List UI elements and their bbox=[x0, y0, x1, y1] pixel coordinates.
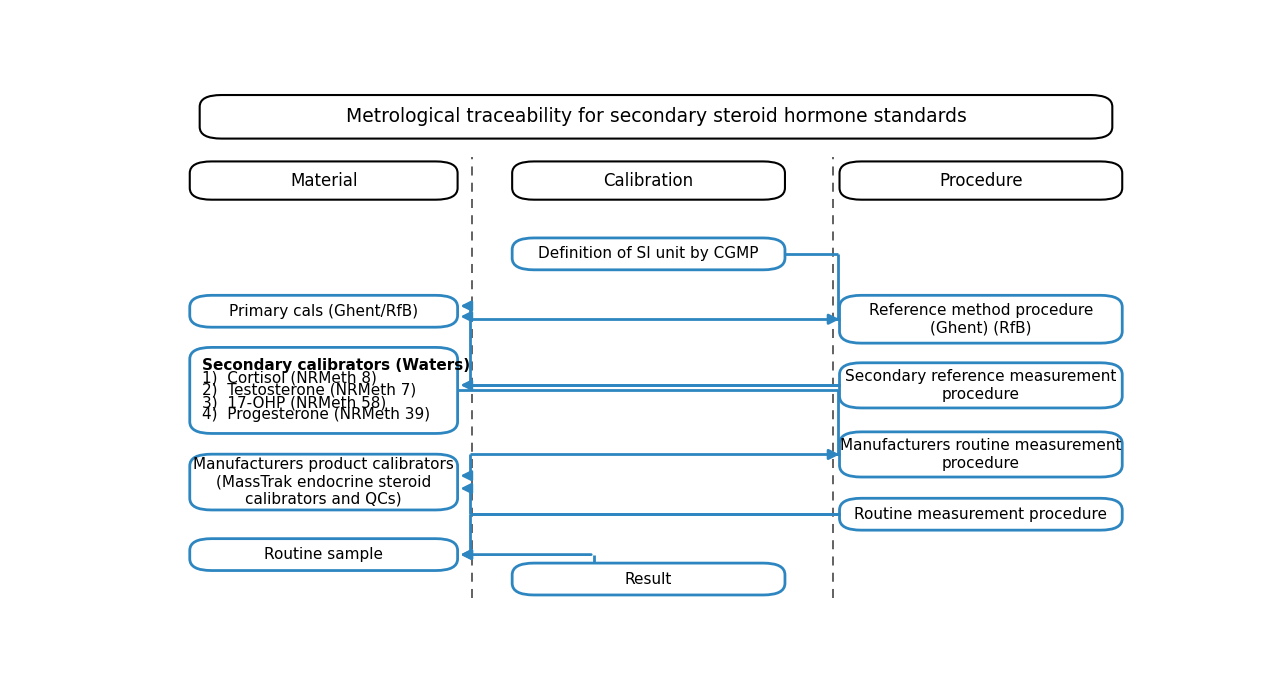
Text: Manufacturers product calibrators
(MassTrak endocrine steroid
calibrators and QC: Manufacturers product calibrators (MassT… bbox=[193, 457, 454, 507]
FancyBboxPatch shape bbox=[189, 295, 458, 327]
Text: Secondary calibrators (Waters): Secondary calibrators (Waters) bbox=[202, 358, 470, 373]
FancyBboxPatch shape bbox=[189, 454, 458, 510]
Text: Manufacturers routine measurement
procedure: Manufacturers routine measurement proced… bbox=[840, 438, 1121, 471]
Text: Result: Result bbox=[625, 571, 672, 586]
FancyBboxPatch shape bbox=[189, 161, 458, 199]
Text: Routine sample: Routine sample bbox=[264, 547, 383, 562]
Text: Secondary reference measurement
procedure: Secondary reference measurement procedur… bbox=[845, 369, 1116, 402]
Text: Metrological traceability for secondary steroid hormone standards: Metrological traceability for secondary … bbox=[346, 108, 966, 126]
Text: Calibration: Calibration bbox=[603, 172, 694, 190]
Text: Material: Material bbox=[291, 172, 357, 190]
Text: Definition of SI unit by CGMP: Definition of SI unit by CGMP bbox=[539, 246, 759, 262]
FancyBboxPatch shape bbox=[512, 161, 785, 199]
FancyBboxPatch shape bbox=[840, 363, 1123, 408]
FancyBboxPatch shape bbox=[840, 498, 1123, 530]
Text: Routine measurement procedure: Routine measurement procedure bbox=[854, 506, 1107, 522]
Text: 3)  17-OHP (NRMeth 58): 3) 17-OHP (NRMeth 58) bbox=[202, 395, 385, 410]
FancyBboxPatch shape bbox=[512, 238, 785, 270]
Text: Primary cals (Ghent/RfB): Primary cals (Ghent/RfB) bbox=[229, 304, 419, 319]
FancyBboxPatch shape bbox=[189, 539, 458, 571]
Text: 4)  Progesterone (NRMeth 39): 4) Progesterone (NRMeth 39) bbox=[202, 408, 430, 422]
FancyBboxPatch shape bbox=[200, 95, 1112, 139]
FancyBboxPatch shape bbox=[840, 432, 1123, 477]
Text: Reference method procedure
(Ghent) (RfB): Reference method procedure (Ghent) (RfB) bbox=[869, 303, 1093, 335]
FancyBboxPatch shape bbox=[840, 161, 1123, 199]
Text: 2)  Testosterone (NRMeth 7): 2) Testosterone (NRMeth 7) bbox=[202, 383, 416, 398]
Text: Procedure: Procedure bbox=[940, 172, 1023, 190]
FancyBboxPatch shape bbox=[840, 295, 1123, 343]
Text: 1)  Cortisol (NRMeth 8): 1) Cortisol (NRMeth 8) bbox=[202, 371, 376, 386]
FancyBboxPatch shape bbox=[189, 347, 458, 433]
FancyBboxPatch shape bbox=[512, 563, 785, 595]
